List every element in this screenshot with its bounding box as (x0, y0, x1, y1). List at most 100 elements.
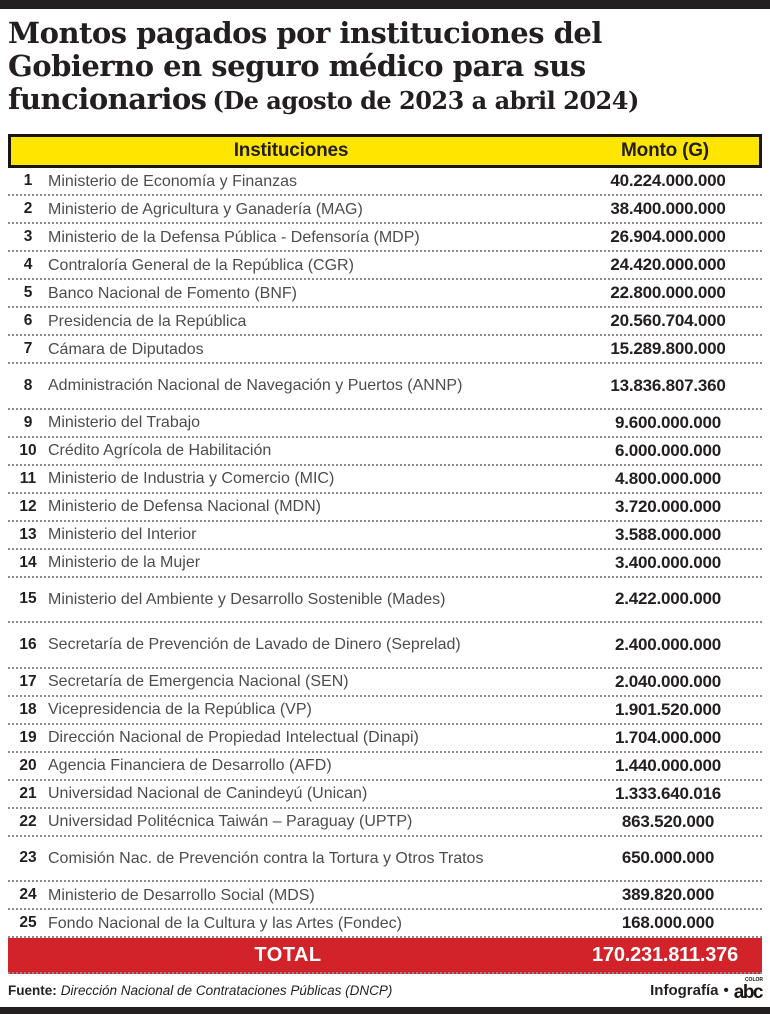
amount-value: 1.901.520.000 (614, 699, 722, 719)
institution-name: Secretaría de Prevención de Lavado de Di… (48, 636, 461, 654)
credit-line: Infografía • abc COLOR (650, 977, 763, 1003)
table-row: 24 Ministerio de Desarrollo Social (MDS) 3… (8, 882, 762, 910)
table-row: 1 Ministerio de Economía y Finanzas 40.224… (8, 168, 762, 196)
source-label: Fuente: (8, 983, 57, 998)
institution-name: Universidad Nacional de Canindeyú (Unica… (48, 785, 368, 802)
institution-name: Secretaría de Emergencia Nacional (SEN) (48, 673, 349, 690)
row-rank: 10 (19, 441, 37, 459)
row-rank: 13 (19, 525, 37, 543)
table-row: 22 Universidad Politécnica Taiwán – Parag… (8, 809, 762, 837)
table-row: 21 Universidad Nacional de Canindeyú (Uni… (8, 781, 762, 809)
row-rank: 3 (23, 228, 33, 245)
amount-value: 1.704.000.000 (614, 727, 722, 747)
row-rank: 24 (19, 886, 37, 903)
amount-value: 2.400.000.000 (614, 634, 722, 654)
table-row: 11 Ministerio de Industria y Comercio (MI… (8, 466, 762, 494)
credit-text: Infografía (650, 982, 719, 999)
total-amount: 170.231.811.376 (591, 943, 739, 966)
amount-value: 389.820.000 (621, 885, 715, 904)
amount-value: 15.289.800.000 (610, 339, 726, 358)
amount-value: 1.333.640.016 (614, 783, 722, 803)
row-rank: 4 (23, 256, 33, 273)
institution-name: Dirección Nacional de Propiedad Intelect… (48, 729, 419, 746)
row-rank: 9 (23, 413, 33, 431)
amount-value: 863.520.000 (621, 811, 715, 831)
title-line-1: Montos pagados por instituciones del (8, 16, 602, 50)
institution-name: Crédito Agrícola de Habilitación (48, 442, 272, 459)
table-body: 1 Ministerio de Economía y Finanzas 40.224… (8, 168, 762, 938)
total-label: TOTAL (254, 943, 322, 966)
row-rank: 16 (19, 635, 37, 653)
abc-logo-color-text: COLOR (744, 977, 763, 983)
title-line-3: funcionarios (De agosto de 2023 a abril 2… (8, 83, 760, 117)
row-rank: 5 (23, 284, 33, 301)
table-row: 5 Banco Nacional de Fomento (BNF) 22.800.0… (8, 280, 762, 308)
row-rank: 25 (19, 914, 37, 931)
institution-name: Universidad Politécnica Taiwán – Paragua… (48, 813, 413, 830)
table-row: 4 Contraloría General de la República (CG… (8, 252, 762, 280)
table-row: 16 Secretaría de Prevención de Lavado de … (8, 623, 762, 669)
amount-value: 168.000.000 (621, 913, 715, 932)
institution-name: Ministerio de Agricultura y Ganadería (M… (48, 200, 363, 218)
institution-name: Ministerio de Defensa Nacional (MDN) (48, 498, 321, 515)
institution-name: Ministerio de la Defensa Pública - Defen… (48, 228, 420, 246)
institution-name: Ministerio de la Mujer (48, 554, 201, 571)
amount-value: 2.422.000.000 (614, 589, 722, 609)
table-row: 19 Dirección Nacional de Propiedad Intele… (8, 725, 762, 753)
institution-name: Agencia Financiera de Desarrollo (AFD) (48, 757, 332, 774)
title-date-range: (De agosto de 2023 a abril 2024) (212, 86, 640, 115)
row-rank: 15 (19, 590, 37, 608)
row-rank: 21 (19, 784, 37, 802)
institution-name: Contraloría General de la República (CGR… (48, 256, 354, 274)
amount-value: 22.800.000.000 (610, 283, 726, 302)
table-row: 7 Cámara de Diputados 15.289.800.000 (8, 336, 762, 364)
row-rank: 2 (23, 200, 33, 217)
table-header-row: Instituciones Monto (G) (8, 134, 762, 168)
row-rank: 17 (19, 672, 37, 690)
amount-value: 3.400.000.000 (614, 552, 722, 572)
table-row: 23 Comisión Nac. de Prevención contra la … (8, 837, 762, 882)
table-row: 10 Crédito Agrícola de Habilitación 6.000.… (8, 438, 762, 466)
page-title: Montos pagados por instituciones del Gob… (0, 9, 770, 134)
amount-value: 650.000.000 (621, 848, 715, 868)
amount-value: 4.800.000.000 (614, 468, 722, 488)
table-row: 15 Ministerio del Ambiente y Desarrollo S… (8, 578, 762, 623)
institution-name: Fondo Nacional de la Cultura y las Artes… (48, 914, 402, 932)
column-header-amount: Monto (G) (621, 140, 709, 161)
table-row: 8 Administración Nacional de Navegación y… (8, 364, 762, 410)
institution-name: Banco Nacional de Fomento (BNF) (48, 284, 297, 302)
title-line-3-main: funcionarios (8, 82, 207, 116)
amount-value: 3.720.000.000 (614, 496, 722, 516)
table-row: 6 Presidencia de la República 20.560.704.0… (8, 308, 762, 336)
institution-name: Ministerio de Economía y Finanzas (48, 172, 297, 190)
amount-value: 20.560.704.000 (610, 311, 726, 330)
credit-bullet: • (723, 982, 729, 999)
amount-value: 2.040.000.000 (614, 671, 722, 691)
column-header-institutions: Instituciones (233, 140, 349, 161)
table-row: 2 Ministerio de Agricultura y Ganadería (… (8, 196, 762, 224)
row-rank: 22 (19, 812, 37, 830)
table-row: 3 Ministerio de la Defensa Pública - Defe… (8, 224, 762, 252)
table-row: 17 Secretaría de Emergencia Nacional (SEN… (8, 669, 762, 697)
row-rank: 19 (19, 728, 37, 746)
amount-value: 38.400.000.000 (610, 199, 726, 218)
amount-value: 3.588.000.000 (614, 524, 722, 544)
institution-name: Ministerio de Desarrollo Social (MDS) (48, 886, 315, 904)
table-row: 20 Agencia Financiera de Desarrollo (AFD)… (8, 753, 762, 781)
institution-name: Administración Nacional de Navegación y … (48, 377, 463, 395)
source-line: Fuente: Dirección Nacional de Contratacio… (8, 983, 392, 998)
amount-value: 13.836.807.360 (610, 375, 726, 395)
table-row: 18 Vicepresidencia de la República (VP) 1.… (8, 697, 762, 725)
table-row: 9 Ministerio del Trabajo 9.600.000.000 (8, 410, 762, 438)
institution-name: Ministerio de Industria y Comercio (MIC) (48, 470, 335, 487)
institution-name: Vicepresidencia de la República (VP) (48, 701, 312, 718)
institution-name: Ministerio del Trabajo (48, 414, 201, 431)
table-row: 25 Fondo Nacional de la Cultura y las Art… (8, 910, 762, 938)
footer: Fuente: Dirección Nacional de Contratacio… (8, 974, 764, 1005)
row-rank: 11 (19, 469, 37, 487)
row-rank: 23 (19, 849, 37, 867)
title-line-2: Gobierno en seguro médico para sus (8, 49, 586, 83)
institution-name: Comisión Nac. de Prevención contra la To… (48, 849, 484, 867)
row-rank: 7 (23, 340, 33, 357)
